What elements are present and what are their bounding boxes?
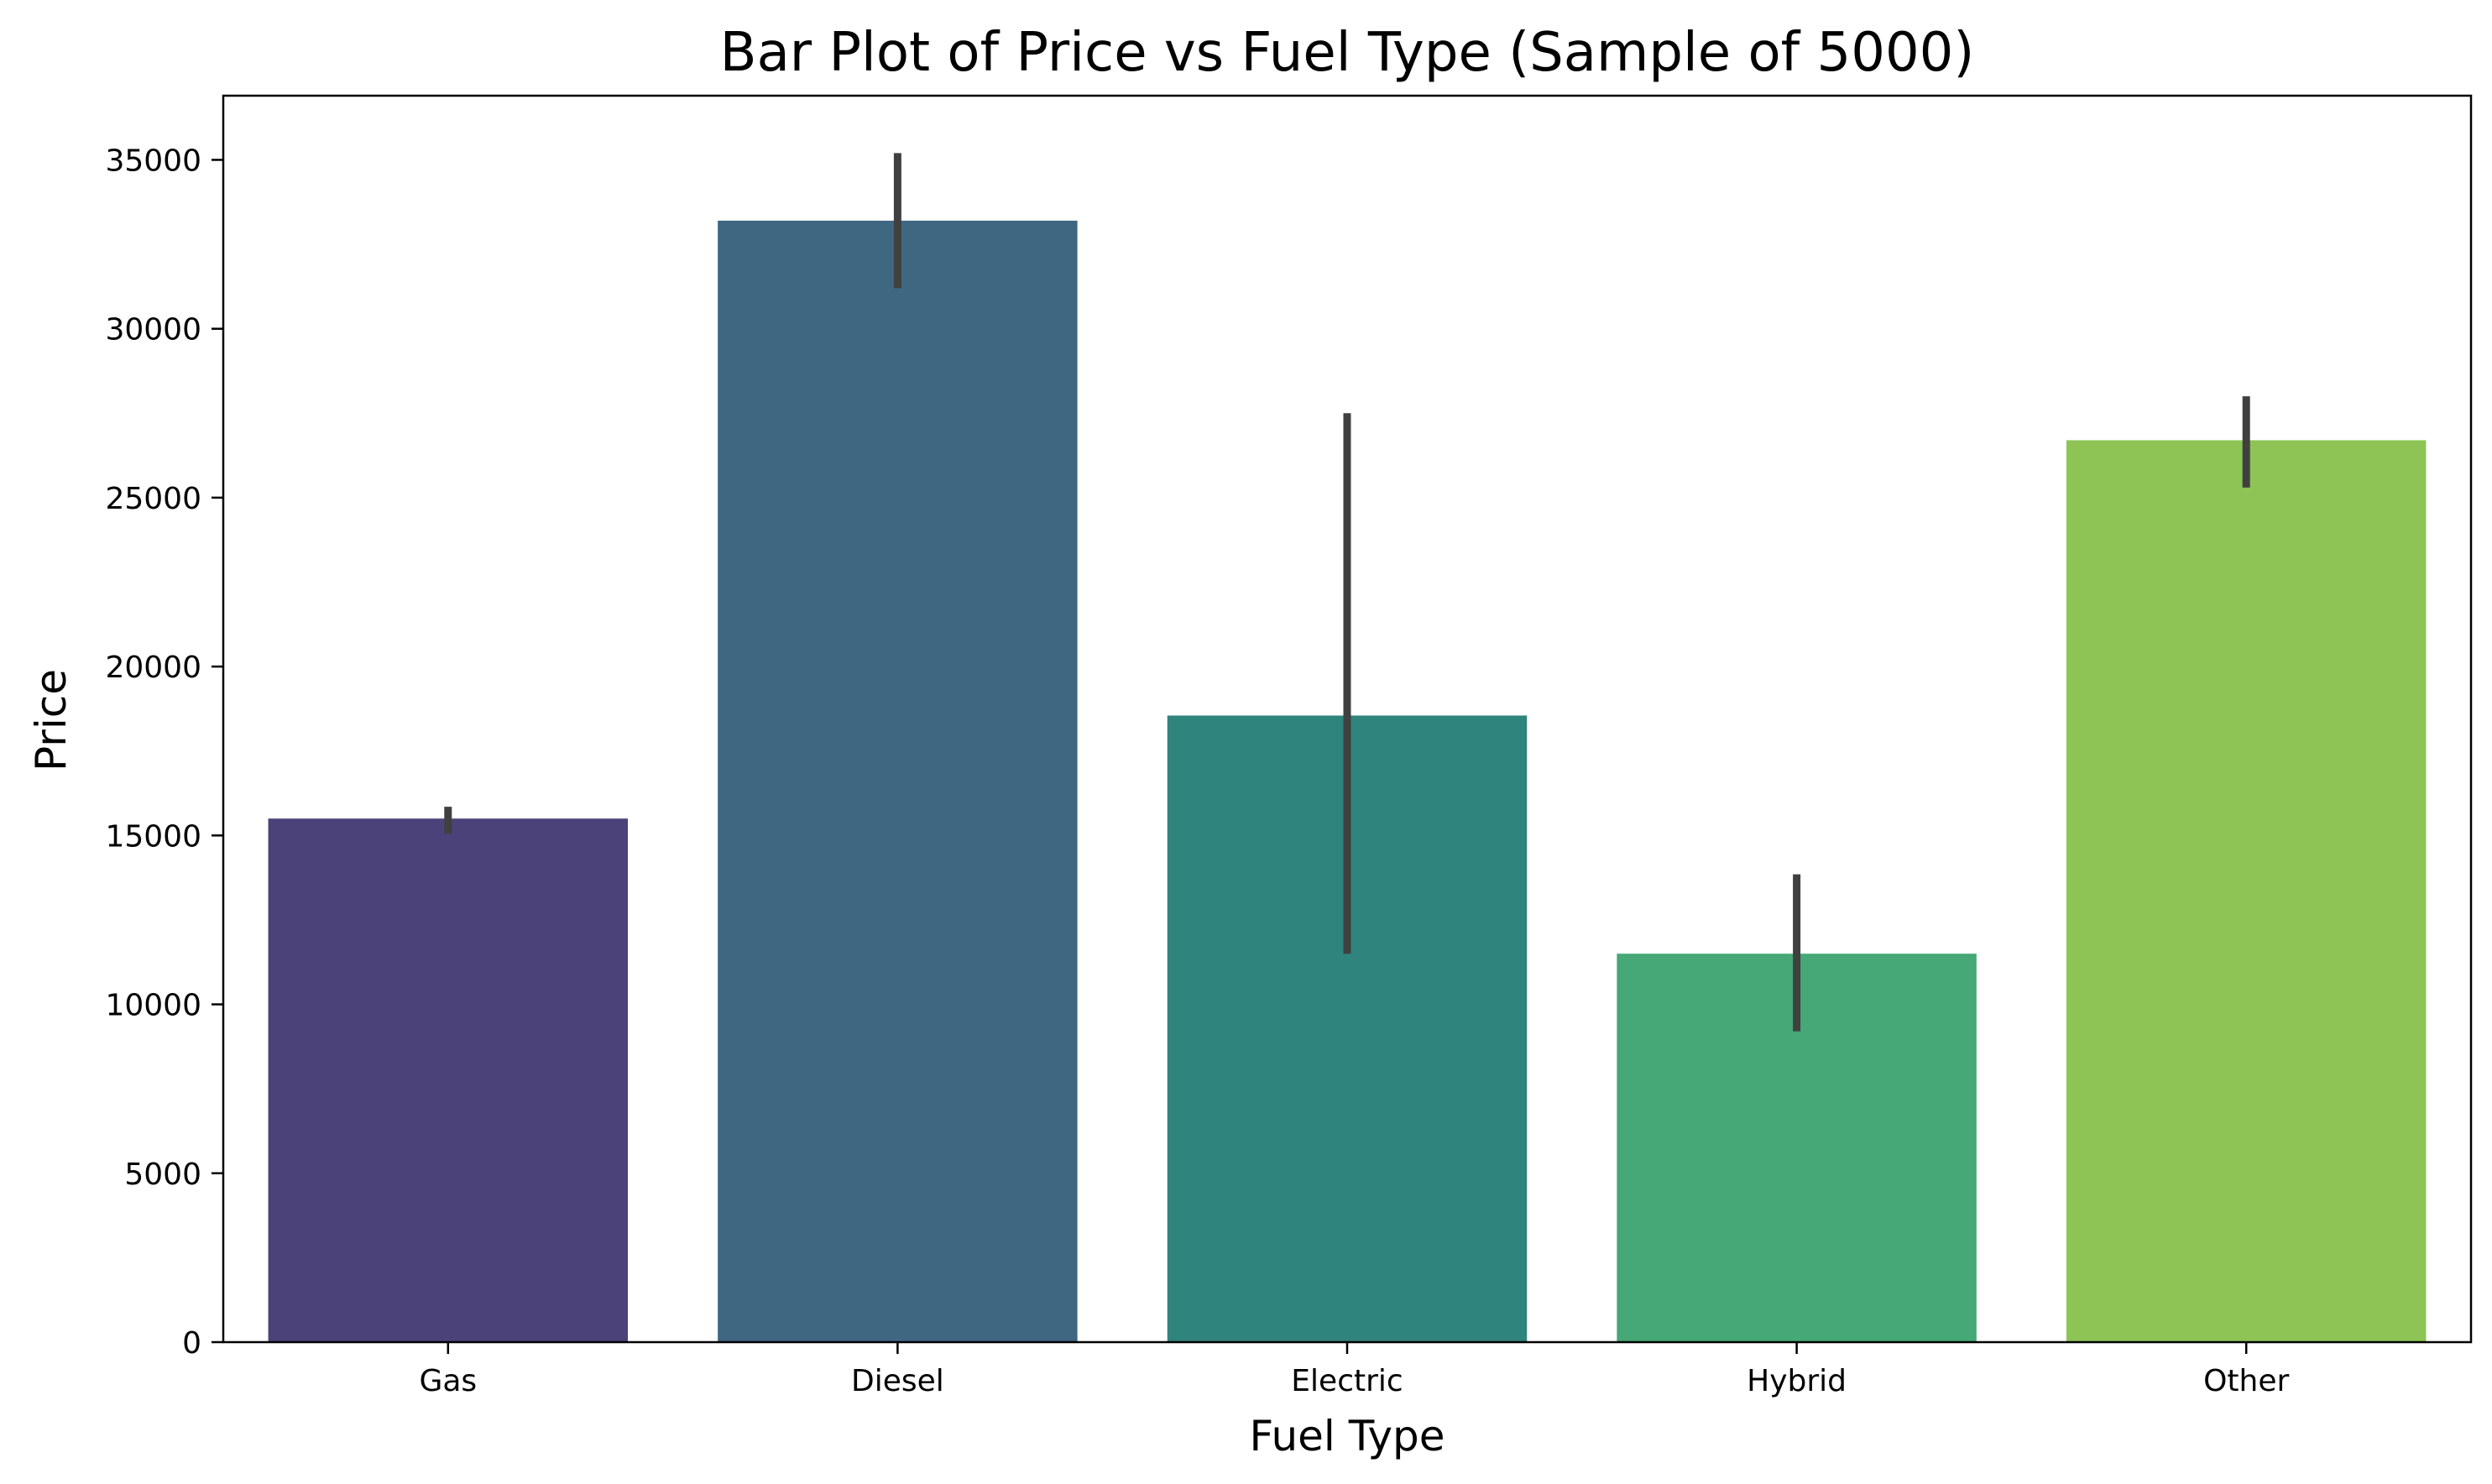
x-tick-label-other: Other [2203, 1364, 2289, 1398]
x-tick-label-hybrid: Hybrid [1747, 1364, 1847, 1398]
y-tick-label-35000: 35000 [105, 144, 201, 178]
chart-title: Bar Plot of Price vs Fuel Type (Sample o… [720, 22, 1975, 84]
y-axis-label: Price [27, 669, 76, 771]
x-axis-label: Fuel Type [1249, 1412, 1445, 1460]
bar-other [2066, 440, 2427, 1342]
bar-diesel [718, 220, 1078, 1342]
y-tick-label-0: 0 [182, 1326, 201, 1361]
y-tick-label-5000: 5000 [124, 1157, 201, 1192]
y-tick-label-25000: 25000 [105, 482, 201, 516]
y-axis-ticks: 0 5000 10000 15000 20000 25000 30000 35000 [105, 144, 223, 1361]
x-tick-label-gas: Gas [419, 1364, 477, 1398]
x-axis-ticks: Gas Diesel Electric Hybrid Other [419, 1342, 2290, 1398]
bar-gas [268, 818, 629, 1342]
error-bars-group [444, 153, 2250, 1032]
y-tick-label-15000: 15000 [105, 819, 201, 854]
y-tick-label-20000: 20000 [105, 651, 201, 685]
x-tick-label-diesel: Diesel [851, 1364, 944, 1398]
y-tick-label-10000: 10000 [105, 989, 201, 1023]
y-tick-label-30000: 30000 [105, 313, 201, 347]
x-tick-label-electric: Electric [1291, 1364, 1403, 1398]
